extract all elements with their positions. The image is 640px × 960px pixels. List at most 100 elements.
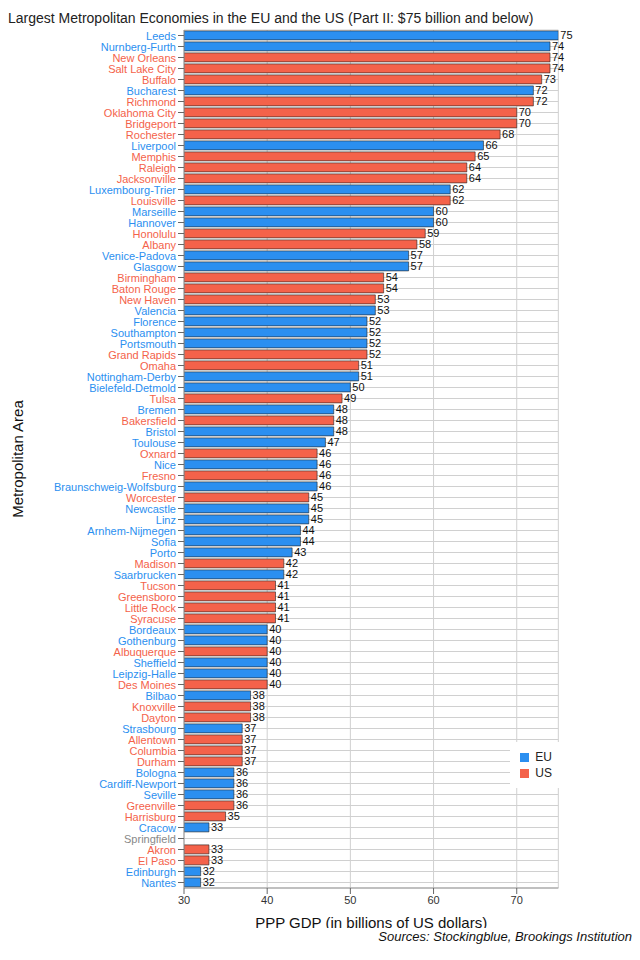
svg-text:Worcester: Worcester xyxy=(126,491,176,504)
svg-text:35: 35 xyxy=(228,810,240,822)
svg-text:Grand Rapids: Grand Rapids xyxy=(108,348,176,361)
svg-text:62: 62 xyxy=(452,194,464,206)
svg-text:Edinburgh: Edinburgh xyxy=(125,865,176,878)
svg-text:Florence: Florence xyxy=(133,315,176,328)
svg-text:Rochester: Rochester xyxy=(125,128,176,141)
svg-text:Cracow: Cracow xyxy=(138,821,176,834)
svg-text:Birmingham: Birmingham xyxy=(117,271,176,284)
html-text:Sources: Stockingblue, Brookin: Sources: Stockingblue, Brookings Institu… xyxy=(378,929,632,944)
svg-text:Memphis: Memphis xyxy=(131,150,176,163)
svg-text:Greenville: Greenville xyxy=(126,799,176,812)
svg-text:Sheffield: Sheffield xyxy=(133,656,176,669)
svg-text:Salt Lake City: Salt Lake City xyxy=(108,62,176,75)
svg-text:Venice-Padova: Venice-Padova xyxy=(102,249,176,262)
svg-text:PPP GDP (in billions of US dol: PPP GDP (in billions of US dollars) xyxy=(255,914,487,928)
svg-text:30: 30 xyxy=(178,894,190,906)
svg-text:33: 33 xyxy=(211,821,223,833)
svg-text:70: 70 xyxy=(511,894,523,906)
svg-text:Richmond: Richmond xyxy=(126,95,176,108)
svg-text:Bielefeld-Detmold: Bielefeld-Detmold xyxy=(89,381,176,394)
svg-text:75: 75 xyxy=(560,29,573,42)
svg-text:New Orleans: New Orleans xyxy=(112,51,176,64)
svg-text:57: 57 xyxy=(411,260,423,272)
svg-text:Syracuse: Syracuse xyxy=(130,612,176,625)
svg-text:70: 70 xyxy=(519,117,531,129)
svg-text:Albuquerque: Albuquerque xyxy=(113,645,176,658)
svg-text:Buffalo: Buffalo xyxy=(141,73,176,86)
svg-text:Valencia: Valencia xyxy=(134,304,176,317)
svg-text:Saarbrucken: Saarbrucken xyxy=(113,568,176,581)
svg-text:Harrisburg: Harrisburg xyxy=(124,810,176,823)
svg-text:Metropolitan Area: Metropolitan Area xyxy=(9,400,26,518)
svg-text:Bucharest: Bucharest xyxy=(126,84,176,97)
svg-text:Porto: Porto xyxy=(149,546,176,559)
svg-text:Springfield: Springfield xyxy=(124,832,176,845)
svg-text:Arnhem-Nijmegen: Arnhem-Nijmegen xyxy=(87,524,176,537)
svg-text:Durham: Durham xyxy=(136,755,176,768)
svg-text:Bremen: Bremen xyxy=(137,403,176,416)
svg-text:Sofia: Sofia xyxy=(150,535,176,548)
svg-text:Southampton: Southampton xyxy=(110,326,176,339)
svg-text:Raleigh: Raleigh xyxy=(138,161,176,174)
svg-text:40: 40 xyxy=(261,894,273,906)
svg-text:Nice: Nice xyxy=(154,458,176,471)
html-text:EU: EU xyxy=(535,750,552,764)
svg-text:60: 60 xyxy=(427,894,439,906)
svg-text:Seville: Seville xyxy=(143,788,176,801)
svg-text:Fresno: Fresno xyxy=(141,469,176,482)
svg-text:Gothenburg: Gothenburg xyxy=(117,634,176,647)
svg-text:32: 32 xyxy=(203,876,215,888)
svg-text:Greensboro: Greensboro xyxy=(117,590,176,603)
svg-text:El Paso: El Paso xyxy=(138,854,176,867)
svg-text:Cardiff-Newport: Cardiff-Newport xyxy=(99,777,176,790)
html-text:US: US xyxy=(535,766,552,780)
svg-text:Albany: Albany xyxy=(142,238,176,251)
svg-text:50: 50 xyxy=(344,894,356,906)
svg-text:Portsmouth: Portsmouth xyxy=(119,337,176,350)
svg-text:Bologna: Bologna xyxy=(135,766,176,779)
svg-text:64: 64 xyxy=(469,172,481,184)
svg-text:Marseille: Marseille xyxy=(132,205,176,218)
svg-text:Columbia: Columbia xyxy=(129,744,176,757)
svg-text:Dayton: Dayton xyxy=(141,711,176,724)
svg-text:Madison: Madison xyxy=(134,557,176,570)
svg-text:Des Moines: Des Moines xyxy=(117,678,176,691)
svg-text:Luxembourg-Trier: Luxembourg-Trier xyxy=(89,183,176,196)
svg-text:Bridgeport: Bridgeport xyxy=(125,117,176,130)
svg-text:Tulsa: Tulsa xyxy=(149,392,176,405)
svg-text:Strasbourg: Strasbourg xyxy=(122,722,176,735)
svg-text:Nantes: Nantes xyxy=(141,877,176,889)
svg-text:Nurnberg-Furth: Nurnberg-Furth xyxy=(100,40,176,53)
svg-text:Hannover: Hannover xyxy=(128,216,176,229)
svg-text:New Haven: New Haven xyxy=(119,293,176,306)
svg-text:Knoxville: Knoxville xyxy=(132,700,176,713)
svg-text:Linz: Linz xyxy=(155,513,176,526)
svg-text:Jacksonville: Jacksonville xyxy=(116,172,176,185)
svg-text:Braunschweig-Wolfsburg: Braunschweig-Wolfsburg xyxy=(53,480,176,493)
svg-text:Omaha: Omaha xyxy=(139,359,176,372)
svg-text:Leeds: Leeds xyxy=(146,29,176,42)
svg-text:Bordeaux: Bordeaux xyxy=(128,623,176,636)
svg-text:72: 72 xyxy=(535,95,547,107)
svg-text:Tucson: Tucson xyxy=(140,579,176,592)
svg-text:Bakersfield: Bakersfield xyxy=(121,414,176,427)
svg-text:Baton Rouge: Baton Rouge xyxy=(111,282,176,295)
svg-text:40: 40 xyxy=(269,678,281,690)
svg-text:Akron: Akron xyxy=(147,843,176,856)
svg-text:Oxnard: Oxnard xyxy=(139,447,176,460)
html-text:Largest Metropolitan Economies: Largest Metropolitan Economies in the EU… xyxy=(8,10,534,26)
svg-text:Newcastle: Newcastle xyxy=(125,502,176,515)
svg-text:Little Rock: Little Rock xyxy=(124,601,176,614)
svg-text:Leipzig-Halle: Leipzig-Halle xyxy=(112,667,176,680)
svg-text:Toulouse: Toulouse xyxy=(132,436,176,449)
svg-text:Bilbao: Bilbao xyxy=(145,689,176,702)
svg-text:Oklahoma City: Oklahoma City xyxy=(103,106,176,119)
svg-text:Liverpool: Liverpool xyxy=(131,139,176,152)
svg-text:Bristol: Bristol xyxy=(145,425,176,438)
svg-text:Allentown: Allentown xyxy=(128,733,176,746)
svg-text:Glasgow: Glasgow xyxy=(133,260,176,273)
svg-text:Honolulu: Honolulu xyxy=(132,227,176,240)
svg-text:Nottingham-Derby: Nottingham-Derby xyxy=(86,370,176,383)
svg-text:Louisville: Louisville xyxy=(130,194,176,207)
svg-text:68: 68 xyxy=(502,128,514,140)
